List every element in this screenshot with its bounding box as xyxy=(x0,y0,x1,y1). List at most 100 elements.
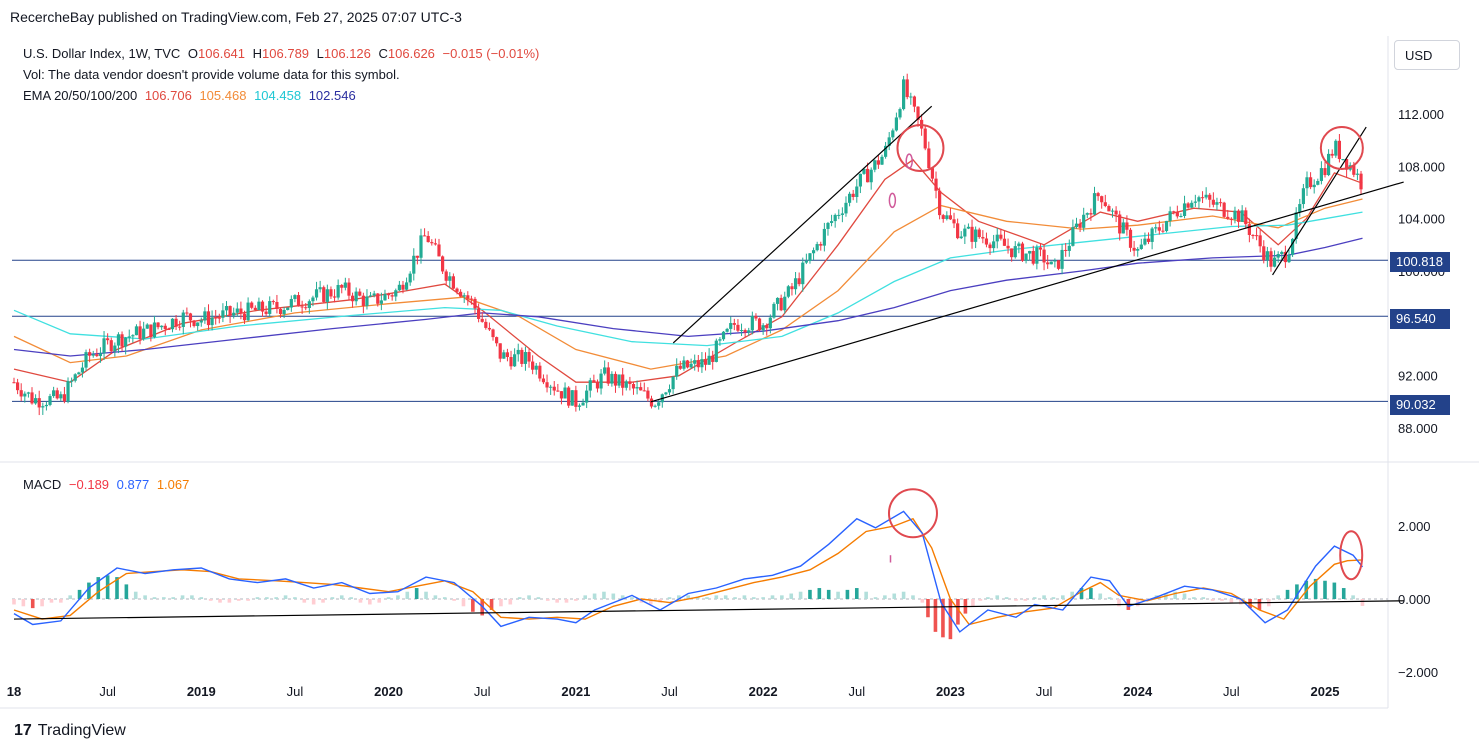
macd-histogram-bar xyxy=(1070,591,1074,599)
candle-body xyxy=(527,352,531,362)
candle-body xyxy=(88,352,92,356)
macd-histogram-bar xyxy=(733,597,737,599)
ema50-value: 105.468 xyxy=(199,88,247,103)
candle-body xyxy=(188,313,193,321)
macd-histogram-bar xyxy=(1079,588,1084,599)
macd-histogram-bar xyxy=(1360,599,1365,606)
macd-line xyxy=(13,510,1364,633)
candle-body xyxy=(916,106,920,120)
macd-trendline xyxy=(13,600,1404,620)
candle-body xyxy=(549,386,553,388)
candle-body xyxy=(646,390,650,399)
candle-body xyxy=(815,244,819,251)
macd-histogram-bar xyxy=(283,595,288,599)
candle-body xyxy=(1298,204,1302,213)
candle-body xyxy=(909,96,913,98)
candle-body xyxy=(1013,246,1017,258)
candle-body xyxy=(469,298,474,300)
candle-body xyxy=(1103,202,1107,207)
candle-body xyxy=(116,334,121,346)
currency-button[interactable]: USD xyxy=(1394,40,1460,70)
candle-body xyxy=(181,312,185,328)
candle-body xyxy=(862,168,866,174)
candle-body xyxy=(649,398,654,407)
candle-body xyxy=(1319,168,1323,182)
ema100-value: 104.458 xyxy=(254,88,302,103)
candle-body xyxy=(657,402,661,406)
macd-histogram-bar xyxy=(293,597,297,599)
candle-body xyxy=(300,306,304,308)
candle-body xyxy=(624,381,628,388)
candle-body xyxy=(347,282,351,296)
macd-histogram-bar xyxy=(358,599,363,603)
candle-body xyxy=(98,353,103,357)
macd-histogram-bar xyxy=(311,599,316,605)
candle-body xyxy=(891,130,895,138)
candle-body xyxy=(538,365,542,379)
macd-histogram-bar xyxy=(1257,599,1262,610)
ema-legend[interactable]: EMA 20/50/100/200 106.706 105.468 104.45… xyxy=(23,88,360,103)
symbol-name[interactable]: U.S. Dollar Index, 1W, TVC xyxy=(23,46,181,61)
candle-body xyxy=(376,293,380,304)
candle-body xyxy=(156,322,160,328)
candle-body xyxy=(837,214,841,216)
candle-body xyxy=(725,328,729,332)
candle-body xyxy=(894,117,899,131)
macd-histogram-bar xyxy=(236,599,241,601)
candle-body xyxy=(902,79,906,110)
macd-histogram-bar xyxy=(461,599,466,607)
candle-body xyxy=(1121,222,1125,234)
candle-body xyxy=(1240,210,1244,222)
candle-body xyxy=(70,380,74,382)
candle-body xyxy=(865,168,870,183)
candle-body xyxy=(934,178,938,191)
candle-body xyxy=(516,349,520,355)
tradingview-logo[interactable]: 17 TradingView xyxy=(14,722,126,740)
candle-body xyxy=(664,392,668,395)
macd-histogram-bar xyxy=(1323,580,1327,599)
candle-body xyxy=(858,173,862,187)
low-value: 106.126 xyxy=(323,46,371,61)
candle-body xyxy=(754,315,758,319)
candle-body xyxy=(1161,230,1165,232)
macd-histogram-bar xyxy=(751,597,756,599)
candle-body xyxy=(84,352,88,368)
candle-body xyxy=(1096,193,1100,197)
macd-histogram-bar xyxy=(218,599,222,603)
candle-body xyxy=(1186,203,1190,208)
candle-body xyxy=(401,284,405,290)
macd-histogram-bar xyxy=(564,599,569,603)
candle-body xyxy=(995,234,999,242)
candle-body xyxy=(430,242,434,244)
candle-body xyxy=(41,406,45,408)
macd-histogram-bar xyxy=(780,595,784,599)
candle-body xyxy=(1157,227,1161,231)
candle-body xyxy=(415,255,419,258)
candle-body xyxy=(509,357,513,367)
candle-body xyxy=(1323,168,1327,176)
candle-body xyxy=(718,339,722,341)
candle-body xyxy=(793,278,798,290)
candle-body xyxy=(44,404,49,407)
macd-histogram-bar xyxy=(611,593,616,599)
candle-body xyxy=(707,355,711,365)
candle-body xyxy=(768,317,772,329)
macd-histogram-bar xyxy=(471,599,475,612)
candle-body xyxy=(210,317,214,326)
candle-body xyxy=(62,394,67,402)
candle-body xyxy=(739,330,744,332)
candle-body xyxy=(1197,197,1201,202)
ema20-value: 106.706 xyxy=(144,88,192,103)
candle-body xyxy=(592,380,596,383)
candle-body xyxy=(869,169,873,183)
macd-histogram-bar xyxy=(789,593,794,599)
macd-legend[interactable]: MACD −0.189 0.877 1.067 xyxy=(23,477,193,492)
candle-body xyxy=(235,308,239,313)
candle-body xyxy=(404,282,409,290)
candle-body xyxy=(966,226,971,229)
price-trendline xyxy=(672,105,933,344)
macd-histogram-bar xyxy=(77,589,82,599)
macd-histogram-bar xyxy=(396,595,400,599)
candle-body xyxy=(163,325,167,329)
